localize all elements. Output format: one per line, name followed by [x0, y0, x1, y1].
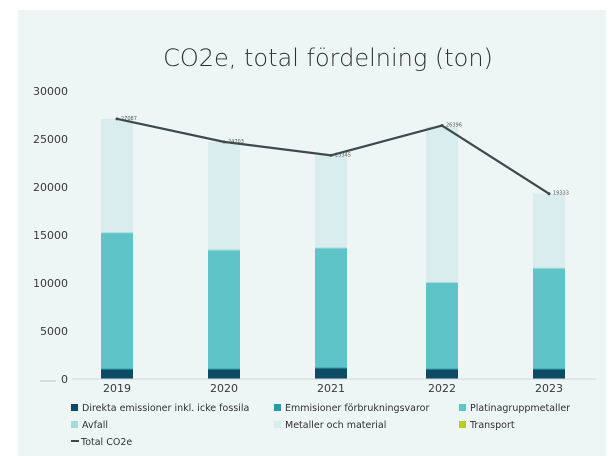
data-label: 24703 — [228, 139, 244, 145]
legend-label: Emmisioner förbrukningsvaror — [285, 403, 429, 414]
bar-segment — [208, 249, 240, 251]
bar-segment — [208, 369, 240, 379]
bar-segment — [101, 118, 133, 233]
bar-segment — [533, 368, 565, 370]
y-tick-label: 25000 — [33, 133, 68, 146]
bar-segment — [101, 233, 133, 369]
data-label: 19333 — [553, 191, 569, 197]
bar-segment — [315, 247, 347, 249]
y-tick-label: 5000 — [40, 325, 68, 338]
bar-segment — [315, 368, 347, 379]
data-label: 23345 — [335, 152, 351, 158]
legend-label: Avfall — [82, 420, 108, 431]
bar-segment — [533, 267, 565, 269]
bar-segment — [101, 232, 133, 234]
bar-segment — [426, 283, 458, 369]
line-point — [329, 153, 333, 157]
bar-segment — [101, 368, 133, 370]
y-tick-label: 10000 — [33, 277, 68, 290]
y-tick-label: 0 — [61, 373, 68, 386]
y-tick-label: 20000 — [33, 181, 68, 194]
legend-label: Transport — [469, 420, 515, 431]
y-tick-label: 15000 — [33, 229, 68, 242]
bar-segment — [315, 367, 347, 369]
line-point — [222, 140, 226, 144]
legend-label: Metaller och material — [285, 420, 386, 431]
legend-swatch — [459, 421, 466, 428]
y-axis: 0 5000 10000 15000 20000 25000 30000 — [33, 85, 68, 386]
legend-label: Platinagruppmetaller — [470, 403, 570, 414]
legend-swatch — [459, 404, 466, 411]
legend-swatch — [71, 421, 78, 428]
bar-segment — [208, 250, 240, 369]
bar-segment — [315, 155, 347, 248]
y-tick-label: 30000 — [33, 85, 68, 98]
bar-segment — [101, 369, 133, 379]
bar-segment — [426, 368, 458, 370]
line-point — [547, 192, 551, 196]
legend-label: Direkta emissioner inkl. icke fossila — [82, 403, 249, 414]
bar-segment — [208, 368, 240, 370]
bar-segment — [426, 126, 458, 283]
bar-segment — [533, 193, 565, 268]
legend-label: Total CO2e — [80, 437, 132, 448]
bar-segment — [533, 268, 565, 369]
bar-segment — [533, 369, 565, 379]
bar-segment — [315, 248, 347, 368]
x-tick-label: 2021 — [317, 382, 345, 395]
x-tick-label: 2022 — [428, 382, 456, 395]
bar-segment — [208, 141, 240, 250]
legend: Direkta emissioner inkl. icke fossila Emm… — [71, 403, 570, 448]
bar-segment — [426, 369, 458, 379]
bar-segment — [426, 282, 458, 283]
total-line: 27087 24703 23345 26396 19333 — [115, 116, 569, 197]
data-label: 27087 — [121, 116, 137, 122]
legend-swatch — [274, 421, 281, 428]
line-point — [115, 117, 119, 121]
x-axis: 2019 2020 2021 2022 2023 — [72, 378, 596, 395]
data-label: 26396 — [446, 123, 462, 129]
bars — [101, 118, 565, 379]
chart-title: CO2e, total fördelning (ton) — [163, 44, 493, 72]
x-tick-label: 2019 — [103, 382, 131, 395]
legend-swatch — [274, 404, 281, 411]
line-point — [440, 124, 444, 128]
legend-swatch — [71, 404, 78, 411]
x-tick-label: 2023 — [535, 382, 563, 395]
x-tick-label: 2020 — [210, 382, 238, 395]
